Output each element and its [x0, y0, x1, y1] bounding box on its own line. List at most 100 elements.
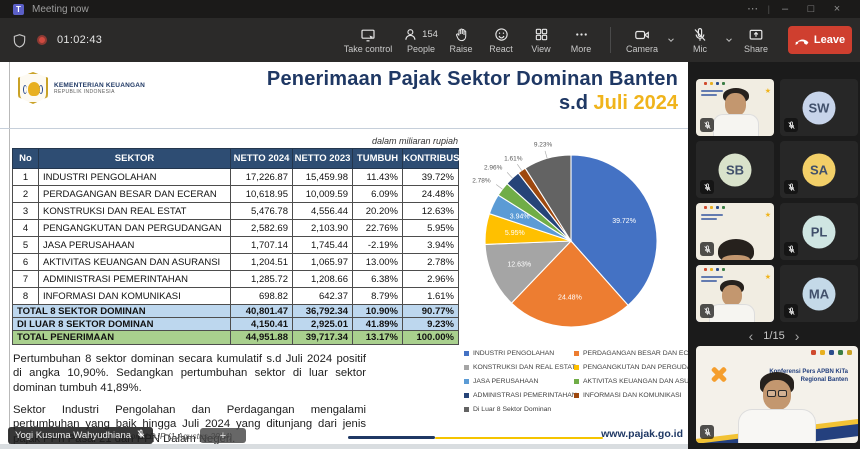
participant-tiles: ★ SW SB SA ★ PL ★ MA	[696, 79, 858, 322]
recording-indicator-icon	[37, 35, 47, 45]
video-backdrop: ★	[696, 79, 774, 136]
hang-up-icon	[795, 39, 809, 45]
maximize-icon[interactable]: □	[807, 3, 815, 15]
table-cell: -2.19%	[352, 236, 403, 254]
table-header-cell: SEKTOR	[38, 148, 231, 169]
table-cell: 1.61%	[402, 287, 459, 305]
legend-item: KONSTRUKSI DAN REAL ESTAT	[464, 364, 576, 371]
mic-button[interactable]: Mic	[678, 18, 722, 62]
legend-label: INDUSTRI PENGOLAHAN	[473, 350, 555, 357]
raise-hand-button[interactable]: Raise	[441, 18, 481, 62]
pie-slice-label: 3.94%	[510, 214, 530, 221]
people-button[interactable]: 154 People	[401, 18, 441, 62]
share-button[interactable]: Share	[736, 18, 776, 62]
footer-bar-gold	[435, 436, 603, 439]
pie-slice	[570, 154, 658, 307]
window-more-icon[interactable]: ⋯	[747, 3, 759, 15]
participant-initials-tile[interactable]: SA	[780, 141, 858, 198]
backdrop-text-lines	[701, 276, 723, 284]
backdrop-text-line	[701, 280, 717, 282]
participant-video-tile[interactable]: ★	[696, 265, 774, 322]
table-cell: 10,618.95	[230, 185, 293, 203]
participant-face	[722, 285, 742, 306]
table-cell: 39,717.34	[292, 330, 353, 345]
table-cell: 2,582.69	[230, 219, 293, 237]
table-cell: 10,009.59	[292, 185, 353, 203]
mic-muted-badge	[700, 118, 714, 132]
unit-note: dalam miliaran rupiah	[371, 136, 458, 146]
minimize-icon[interactable]: –	[781, 3, 789, 15]
table-header-cell: TUMBUH	[352, 148, 403, 169]
pagination-page-indicator: 1/15	[763, 330, 785, 342]
logo-dot	[716, 82, 719, 85]
table-cell: 15,459.98	[292, 168, 353, 186]
camera-button[interactable]: Camera	[620, 18, 664, 62]
more-button[interactable]: More	[561, 18, 601, 62]
logo-dot	[704, 268, 707, 271]
table-row: 7 ADMINISTRASI PEMERINTAHAN 1,285.72 1,208.…	[12, 270, 459, 288]
participant-initials-tile[interactable]: SW	[780, 79, 858, 136]
table-cell: PERDAGANGAN BESAR DAN ECERAN	[38, 185, 231, 203]
slide-bottom-strip	[0, 444, 688, 449]
logo-dot	[716, 206, 719, 209]
table-total-label: TOTAL 8 SEKTOR DOMINAN	[12, 304, 231, 318]
pagination-prev-icon[interactable]: ‹	[748, 328, 754, 344]
table-cell: 40,801.47	[230, 304, 293, 318]
participant-shirt	[709, 304, 755, 322]
mic-dropdown-chevron[interactable]	[722, 18, 736, 62]
table-row: 2 PERDAGANGAN BESAR DAN ECERAN 10,618.95 10…	[12, 185, 459, 203]
participant-initials: MA	[802, 277, 836, 310]
pie-label-leader-line	[496, 184, 503, 190]
table-cell: 90.77%	[402, 304, 459, 318]
participant-initials-tile[interactable]: PL	[780, 203, 858, 260]
react-button[interactable]: React	[481, 18, 521, 62]
pie-chart-svg: 39.72% 24.48% 12.63% 5.95% 3.94% 2.78% 2.96%1.…	[472, 141, 658, 328]
table-cell: 1,208.66	[292, 270, 353, 288]
table-cell: 5.95%	[402, 219, 459, 237]
table-cell: 6.09%	[352, 185, 403, 203]
view-button[interactable]: View	[521, 18, 561, 62]
table-cell: 4	[12, 219, 39, 237]
table-cell: 39.72%	[402, 168, 459, 186]
mic-muted-badge	[784, 304, 798, 318]
slide-title-line1: Penerimaan Pajak Sektor Dominan Banten	[266, 68, 678, 90]
pie-label-leader-line	[544, 150, 548, 159]
backdrop-text-line	[701, 214, 723, 216]
logo-dot	[710, 268, 713, 271]
table-cell: KONSTRUKSI DAN REAL ESTAT	[38, 202, 231, 220]
teams-icon: T	[13, 3, 24, 15]
table-total-label: TOTAL PENERIMAAN	[12, 330, 231, 345]
window-controls: ⋯ | – □ ×	[740, 0, 850, 18]
table-cell: 9.23%	[402, 317, 459, 331]
take-control-button[interactable]: Take control	[335, 18, 401, 62]
mic-off-icon	[694, 27, 706, 41]
leave-button[interactable]: Leave	[788, 26, 852, 54]
pie-legend: INDUSTRI PENGOLAHAN PERDAGANGAN BESAR DAN…	[464, 350, 711, 413]
backdrop-logos	[704, 268, 725, 271]
table-cell: 36,792.34	[292, 304, 353, 318]
view-grid-icon	[535, 28, 547, 41]
backdrop-text-line	[701, 90, 723, 92]
camera-dropdown-chevron[interactable]	[664, 18, 678, 62]
table-cell: 1	[12, 168, 39, 186]
presenter-mic-off-icon	[136, 429, 146, 442]
pie-slice	[484, 240, 573, 304]
participant-video-tile[interactable]: ★	[696, 79, 774, 136]
pie-slice-label: 2.96%	[484, 164, 503, 171]
table-row: 1 INDUSTRI PENGOLAHAN 17,226.87 15,459.98 11…	[12, 168, 459, 186]
pagination-next-icon[interactable]: ›	[794, 328, 800, 344]
participant-initials-tile[interactable]: MA	[780, 265, 858, 322]
close-icon[interactable]: ×	[833, 3, 841, 15]
logo-dot	[722, 206, 725, 209]
legend-label: Di Luar 8 Sektor Dominan	[473, 406, 552, 413]
legend-swatch	[464, 407, 469, 412]
zoom-plus-overlay-button[interactable]: +	[200, 428, 246, 443]
kemenkeu-emblem-icon	[18, 72, 48, 104]
participant-initials-tile[interactable]: SB	[696, 141, 774, 198]
pie-slice-label: 24.48%	[558, 295, 582, 302]
table-cell: 8	[12, 287, 39, 305]
slide-title: Penerimaan Pajak Sektor Dominan Banten s…	[267, 68, 678, 115]
legend-item: INDUSTRI PENGOLAHAN	[464, 350, 570, 357]
spotlight-video-tile[interactable]: Konferensi Pers APBN KiTa Regional Bante…	[696, 346, 858, 443]
participant-video-tile[interactable]: ★	[696, 203, 774, 260]
